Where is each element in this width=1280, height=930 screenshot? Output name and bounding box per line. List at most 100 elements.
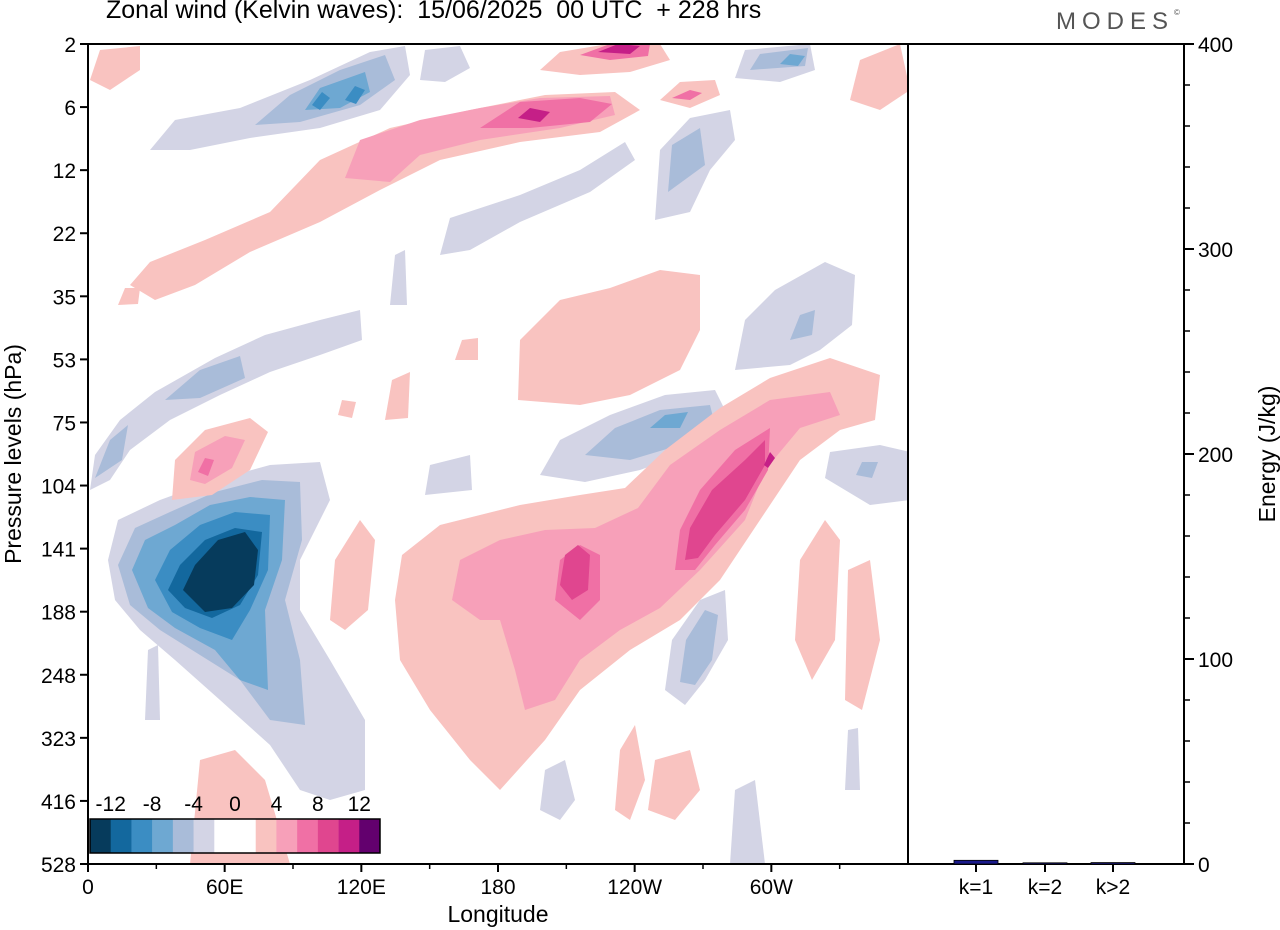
y-tick-label: 35 xyxy=(53,286,76,309)
contour-pos-center-8 xyxy=(560,545,590,600)
contour-neg-top-center xyxy=(420,46,470,82)
contour-pos-mid-west-max xyxy=(198,458,214,476)
contour-pos-blob-c xyxy=(118,288,140,305)
contour-neg-top-right-max xyxy=(780,54,805,66)
contour-pos-lower-right-a xyxy=(795,520,840,680)
logo-text: MODES xyxy=(1056,8,1175,35)
x-tick-label: 180 xyxy=(480,876,515,899)
colorbar-swatch xyxy=(297,819,319,853)
y-tick-label: 528 xyxy=(41,854,76,877)
x-axis: 0 60E 120E 180 120W 60W xyxy=(82,864,841,899)
contour-neg-mid-upper xyxy=(440,142,635,255)
contour-neg-mid-left xyxy=(95,425,128,478)
contour-neg-bottom-center xyxy=(540,760,575,820)
x-axis-title: Longitude xyxy=(447,901,548,927)
contour-neg-mid-band xyxy=(90,310,362,490)
colorbar-swatch xyxy=(317,819,339,853)
contour-neg-upper-dark-b xyxy=(345,86,365,104)
y-tick-label: 2 xyxy=(64,34,76,57)
colorbar-swatch xyxy=(338,819,360,853)
energy-tick-label: 200 xyxy=(1198,444,1233,467)
contour-pos-east-10 xyxy=(764,452,775,468)
modes-logo: MODES© xyxy=(1056,8,1180,36)
energy-axis-title: Energy (J/kg) xyxy=(1254,386,1280,523)
y-tick-label: 6 xyxy=(64,97,76,120)
colorbar-swatch xyxy=(235,819,257,853)
energy-category-label: k=2 xyxy=(1028,876,1062,899)
contour-pos-upper-band xyxy=(130,92,640,300)
y-axis-title: Pressure levels (hPa) xyxy=(0,344,26,564)
energy-tick-label: 0 xyxy=(1198,854,1210,877)
chart-title: Zonal wind (Kelvin waves): 15/06/2025 00… xyxy=(106,0,762,24)
contour-pos-lower-left xyxy=(330,520,375,630)
energy-axis: 0 100 200 300 400 xyxy=(1184,34,1233,877)
y-axis: 2 6 12 22 35 53 75 104 141 188 248 323 416 528 xyxy=(41,34,88,877)
colorbar-swatch xyxy=(90,819,112,853)
y-tick-label: 22 xyxy=(53,223,76,246)
x-tick-label: 120E xyxy=(337,876,386,899)
colorbar-swatch xyxy=(152,819,174,853)
colorbar-swatch xyxy=(276,819,298,853)
contour-pos-center-large xyxy=(518,270,700,405)
colorbar: -12 -8 -4 0 4 8 12 xyxy=(89,793,381,854)
y-tick-label: 12 xyxy=(53,160,76,183)
energy-bar xyxy=(953,859,999,865)
y-tick-label: 323 xyxy=(41,728,76,751)
y-tick-label: 416 xyxy=(41,791,76,814)
contour-neg-west-strip xyxy=(145,645,160,720)
contour-neg-bottom-far-right xyxy=(845,728,860,790)
colorbar-swatch xyxy=(214,819,236,853)
energy-tick-label: 100 xyxy=(1198,649,1233,672)
colorbar-swatch xyxy=(193,819,215,853)
energy-panel-frame xyxy=(907,43,1185,865)
colorbar-swatch xyxy=(255,819,277,853)
contour-neg-right-mid xyxy=(735,262,855,370)
colorbar-swatch xyxy=(110,819,132,853)
contour-neg-far-right-core xyxy=(856,462,878,478)
energy-tick-label: 400 xyxy=(1198,34,1233,57)
colorbar-tick-label: 8 xyxy=(312,793,324,816)
energy-bar xyxy=(1022,862,1068,865)
copyright-mark: © xyxy=(1174,8,1180,17)
colorbar-tick-label: 4 xyxy=(271,793,283,816)
contour-pos-right-small-core xyxy=(672,90,702,100)
contour-pos-east-8 xyxy=(685,440,765,560)
colorbar-swatch xyxy=(359,819,381,853)
y-tick-label: 248 xyxy=(41,665,76,688)
x-tick-label: 120W xyxy=(607,876,662,899)
contour-pos-blob-a xyxy=(455,338,478,360)
colorbar-tick-label: -12 xyxy=(96,793,126,816)
energy-category-label: k>2 xyxy=(1096,876,1130,899)
contour-neg-blob-b xyxy=(390,250,407,305)
contour-neg-lower-right-core xyxy=(680,610,718,685)
colorbar-tick-label: 12 xyxy=(348,793,371,816)
contour-pos-lower-right-b xyxy=(845,560,880,710)
contour-neg-right-upper-core xyxy=(668,128,705,192)
colorbar-frame xyxy=(89,818,381,854)
heatmap-area xyxy=(88,44,908,864)
energy-bar-labels: k=1 k=2 k>2 xyxy=(959,864,1130,899)
colorbar-tick-label: -4 xyxy=(184,793,203,816)
y-tick-label: 53 xyxy=(53,349,76,372)
y-tick-label: 75 xyxy=(53,412,76,435)
contour-pos-top-peak xyxy=(598,44,640,54)
x-tick-label: 60W xyxy=(750,876,793,899)
contour-neg-blob-a xyxy=(425,455,472,495)
x-tick-label: 60E xyxy=(206,876,243,899)
colorbar-tick-label: 0 xyxy=(229,793,241,816)
energy-category-label: k=1 xyxy=(959,876,993,899)
contour-pos-top-left xyxy=(90,46,140,90)
contour-neg-upper-dark-a xyxy=(312,92,330,110)
contour-neg-mid-core xyxy=(165,356,245,400)
x-tick-label: 0 xyxy=(82,876,94,899)
contour-pos-upper-peak xyxy=(518,108,550,122)
contour-neg-bottom-right xyxy=(730,780,765,864)
y-tick-label: 188 xyxy=(41,602,76,625)
colorbar-tick-label: -8 xyxy=(143,793,162,816)
energy-bar xyxy=(1090,862,1136,865)
contour-neg-lower-12 xyxy=(183,532,258,612)
energy-bars xyxy=(953,859,1136,865)
contour-neg-right-mid-core xyxy=(790,310,815,340)
y-tick-label: 141 xyxy=(41,539,76,562)
